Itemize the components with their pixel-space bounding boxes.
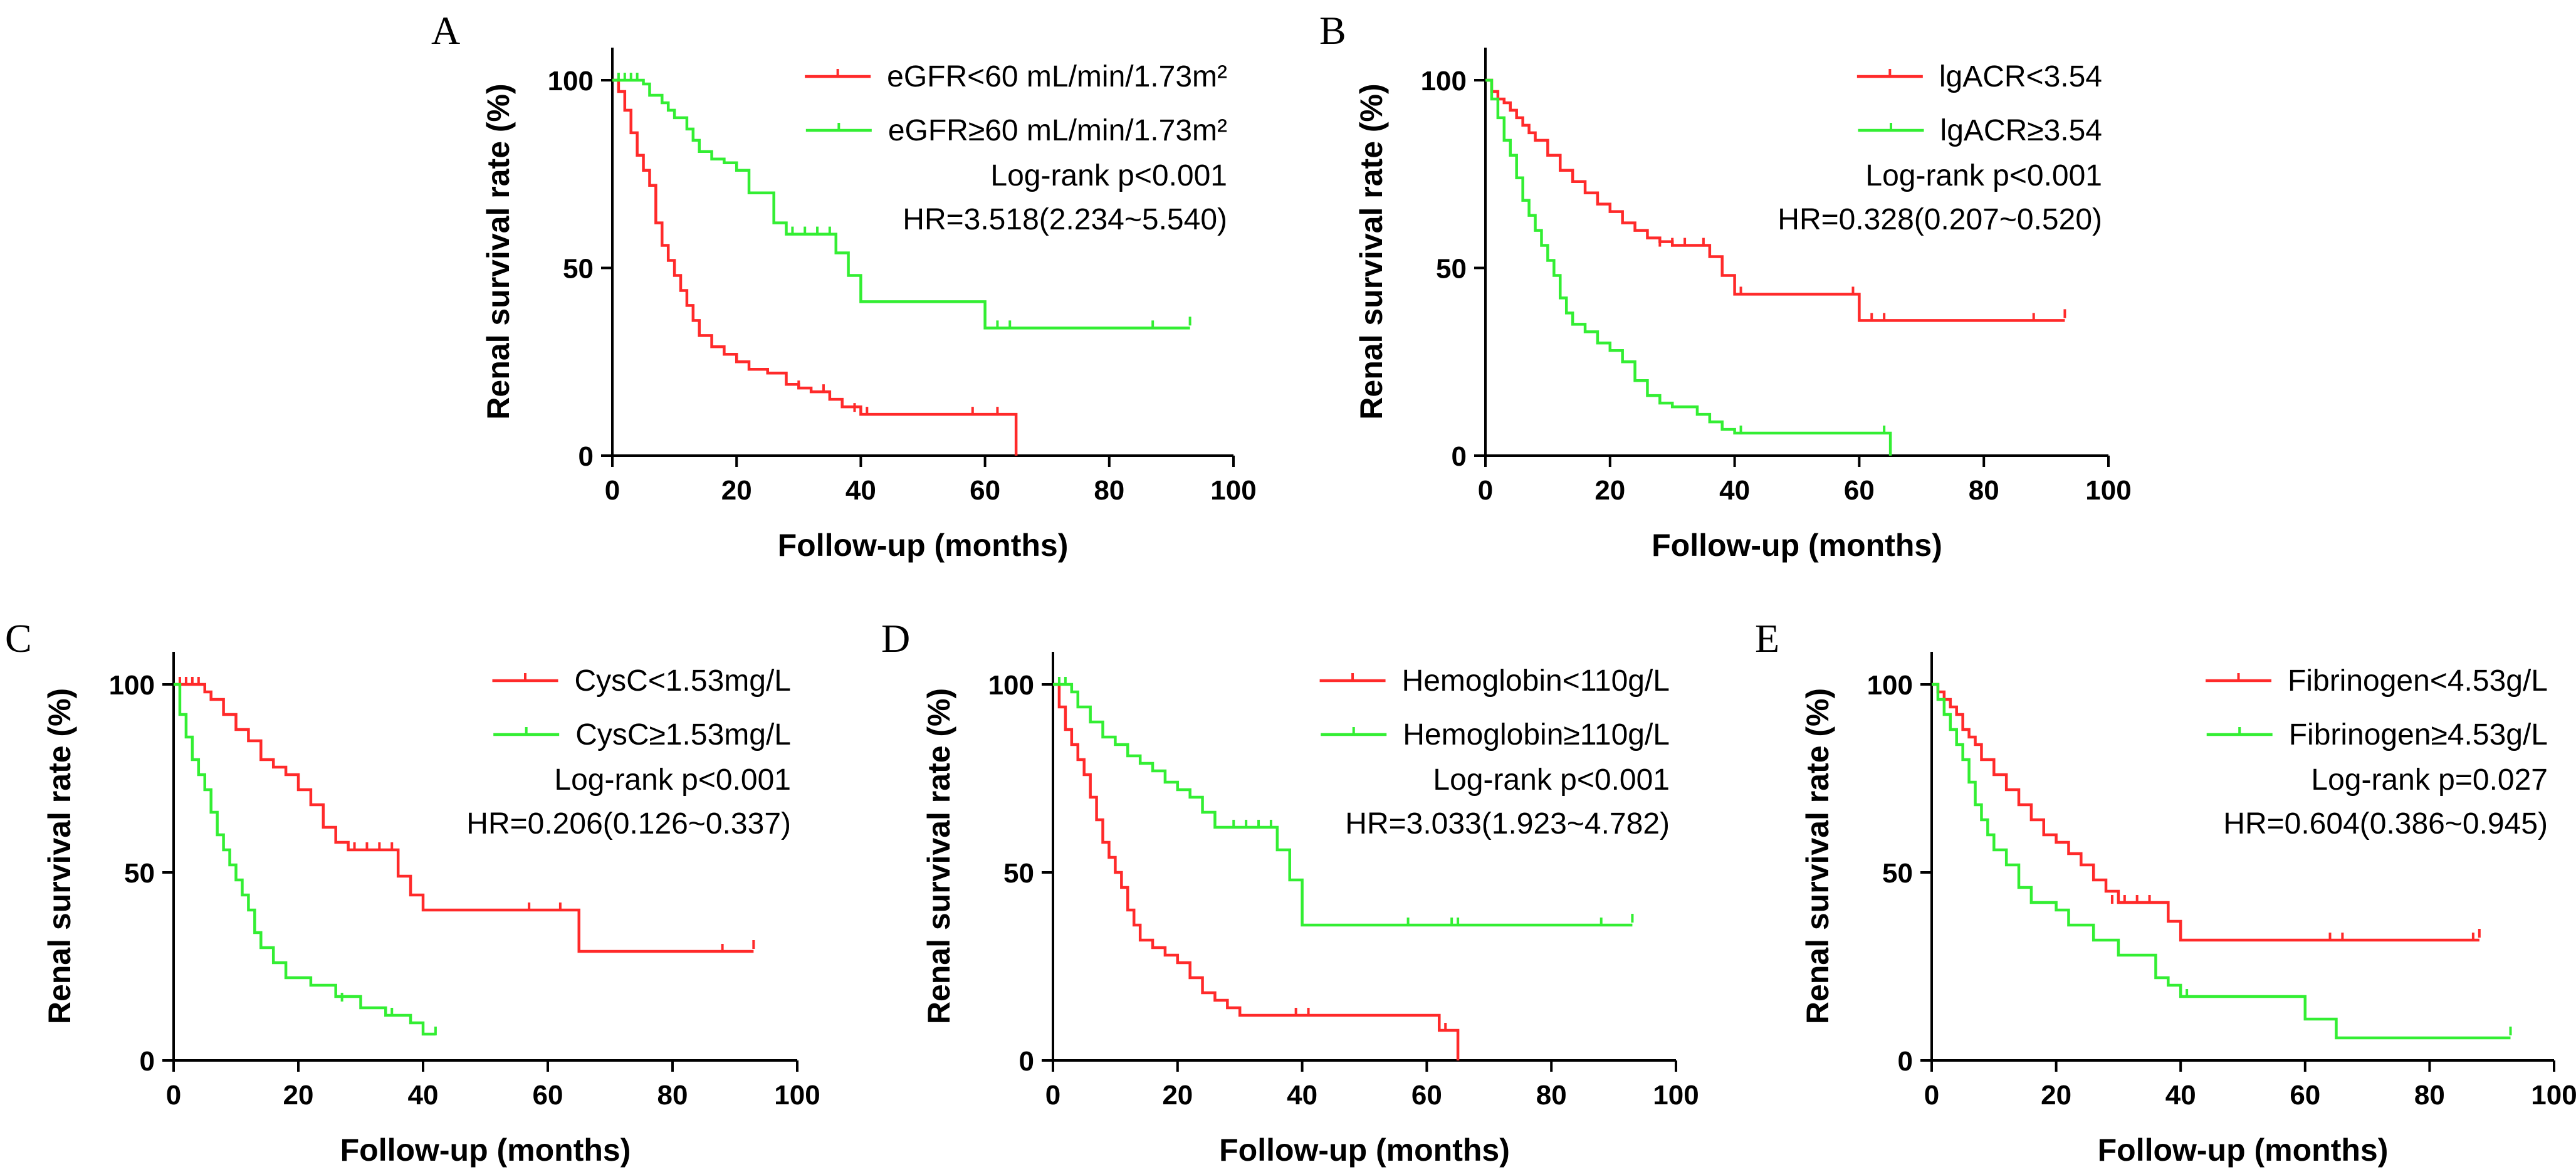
x-tick-label: 100 bbox=[1653, 1080, 1699, 1111]
y-tick-label: 0 bbox=[1019, 1046, 1034, 1077]
panel-c: C 0 20 40 60 80 100 0 50 100 Follow-up (months) Re… bbox=[5, 616, 820, 1168]
y-tick-label: 100 bbox=[109, 670, 155, 701]
x-tick-label: 40 bbox=[846, 475, 876, 506]
survival-curve-series-1 bbox=[1932, 683, 2479, 942]
x-tick-label: 20 bbox=[721, 475, 752, 506]
legend-label: lgACR<3.54 bbox=[1939, 60, 2102, 93]
legend-label: Hemoglobin≥110g/L bbox=[1403, 718, 1670, 751]
x-tick-label: 40 bbox=[1287, 1080, 1317, 1111]
survival-curve-series-2 bbox=[1485, 78, 1892, 456]
x-tick-label: 80 bbox=[1536, 1080, 1567, 1111]
y-tick-label: 50 bbox=[1003, 858, 1034, 889]
y-axis-title: Renal survival rate (%) bbox=[481, 83, 516, 419]
y-tick-label: 50 bbox=[1436, 254, 1467, 285]
y-tick-label: 50 bbox=[1882, 858, 1913, 889]
y-tick-label: 0 bbox=[579, 441, 594, 472]
legend-label: Fibrinogen≥4.53g/L bbox=[2289, 718, 2548, 751]
y-tick-label: 100 bbox=[1867, 670, 1913, 701]
log-rank-annotation: Log-rank p<0.001 bbox=[1433, 763, 1670, 797]
x-tick-label: 100 bbox=[2085, 475, 2131, 506]
x-axis-title: Follow-up (months) bbox=[778, 528, 1069, 563]
panel-letter: D bbox=[881, 616, 910, 661]
y-axis-title: Renal survival rate (%) bbox=[1354, 83, 1389, 419]
y-tick-label: 100 bbox=[1421, 66, 1467, 97]
x-tick-label: 0 bbox=[605, 475, 620, 506]
panel-letter: E bbox=[1755, 616, 1779, 661]
panel-letter: C bbox=[5, 616, 32, 661]
hazard-ratio-annotation: HR=0.328(0.207~0.520) bbox=[1778, 203, 2102, 236]
x-tick-label: 20 bbox=[1594, 475, 1625, 506]
legend-label: Hemoglobin<110g/L bbox=[1402, 664, 1670, 698]
x-tick-label: 60 bbox=[1844, 475, 1875, 506]
x-tick-label: 0 bbox=[1478, 475, 1493, 506]
survival-curve-series-2 bbox=[174, 683, 436, 1036]
x-tick-label: 0 bbox=[1045, 1080, 1060, 1111]
panel-letter: A bbox=[431, 8, 460, 53]
survival-curve-series-2 bbox=[1053, 683, 1633, 927]
x-tick-label: 20 bbox=[283, 1080, 314, 1111]
y-tick-label: 50 bbox=[124, 858, 155, 889]
y-tick-label: 0 bbox=[1452, 441, 1467, 472]
y-tick-label: 0 bbox=[1898, 1046, 1913, 1077]
hazard-ratio-annotation: HR=3.518(2.234~5.540) bbox=[903, 203, 1227, 236]
x-tick-label: 40 bbox=[408, 1080, 439, 1111]
y-axis-title: Renal survival rate (%) bbox=[1800, 688, 1835, 1024]
x-tick-label: 100 bbox=[2531, 1080, 2576, 1111]
x-tick-label: 80 bbox=[2414, 1080, 2445, 1111]
y-tick-label: 100 bbox=[988, 670, 1034, 701]
survival-curve-series-1 bbox=[1053, 683, 1460, 1060]
x-tick-label: 0 bbox=[1924, 1080, 1939, 1111]
x-tick-label: 100 bbox=[774, 1080, 820, 1111]
x-tick-label: 40 bbox=[2165, 1080, 2196, 1111]
log-rank-annotation: Log-rank p=0.027 bbox=[2311, 763, 2548, 797]
legend-label: eGFR≥60 mL/min/1.73m² bbox=[888, 114, 1227, 147]
x-axis-title: Follow-up (months) bbox=[340, 1133, 631, 1168]
y-tick-label: 0 bbox=[140, 1046, 155, 1077]
survival-curve-series-1 bbox=[174, 683, 754, 953]
x-tick-label: 60 bbox=[2290, 1080, 2320, 1111]
survival-curve-series-2 bbox=[1932, 683, 2511, 1040]
x-tick-label: 20 bbox=[1162, 1080, 1193, 1111]
x-tick-label: 100 bbox=[1210, 475, 1256, 506]
hazard-ratio-annotation: HR=0.604(0.386~0.945) bbox=[2223, 807, 2548, 840]
survival-curve-series-1 bbox=[1485, 78, 2065, 322]
x-tick-label: 0 bbox=[166, 1080, 181, 1111]
log-rank-annotation: Log-rank p<0.001 bbox=[554, 763, 791, 797]
x-tick-label: 40 bbox=[1719, 475, 1750, 506]
hazard-ratio-annotation: HR=0.206(0.126~0.337) bbox=[466, 807, 791, 840]
y-axis-title: Renal survival rate (%) bbox=[42, 688, 77, 1024]
x-tick-label: 60 bbox=[533, 1080, 563, 1111]
log-rank-annotation: Log-rank p<0.001 bbox=[990, 159, 1227, 192]
y-tick-label: 50 bbox=[563, 254, 594, 285]
hazard-ratio-annotation: HR=3.033(1.923~4.782) bbox=[1345, 807, 1670, 840]
x-axis-title: Follow-up (months) bbox=[2098, 1133, 2389, 1168]
panel-d: D 0 20 40 60 80 100 0 50 100 Follow-up (months) Re… bbox=[881, 616, 1699, 1168]
panel-letter: B bbox=[1319, 8, 1346, 53]
x-tick-label: 60 bbox=[970, 475, 1000, 506]
x-axis-title: Follow-up (months) bbox=[1652, 528, 1942, 563]
x-axis-title: Follow-up (months) bbox=[1219, 1133, 1510, 1168]
panel-e: E 0 20 40 60 80 100 0 50 100 Follow-up (months) Re… bbox=[1755, 616, 2576, 1168]
x-tick-label: 80 bbox=[1094, 475, 1124, 506]
y-axis-title: Renal survival rate (%) bbox=[921, 688, 956, 1024]
legend-label: Fibrinogen<4.53g/L bbox=[2288, 664, 2548, 698]
log-rank-annotation: Log-rank p<0.001 bbox=[1865, 159, 2102, 192]
legend-label: eGFR<60 mL/min/1.73m² bbox=[887, 60, 1227, 93]
x-tick-label: 80 bbox=[1969, 475, 1999, 506]
legend-label: CysC≥1.53mg/L bbox=[575, 718, 791, 751]
x-tick-label: 20 bbox=[2041, 1080, 2071, 1111]
survival-curve-series-2 bbox=[612, 78, 1190, 330]
x-tick-label: 60 bbox=[1411, 1080, 1442, 1111]
legend-label: lgACR≥3.54 bbox=[1940, 114, 2102, 147]
panel-a: A 0 20 40 60 80 100 0 50 100 Follow-up (months) Re… bbox=[431, 8, 1257, 563]
survival-curve-series-1 bbox=[612, 78, 1018, 456]
x-tick-label: 80 bbox=[657, 1080, 688, 1111]
panel-b: B 0 20 40 60 80 100 0 50 100 Follow-up (months) Re… bbox=[1319, 8, 2132, 563]
y-tick-label: 100 bbox=[548, 66, 594, 97]
legend-label: CysC<1.53mg/L bbox=[575, 664, 792, 698]
